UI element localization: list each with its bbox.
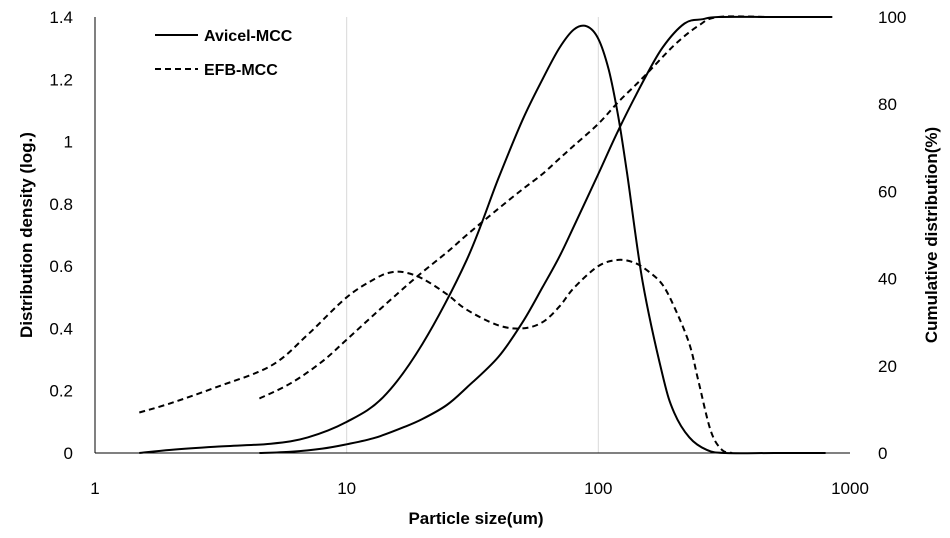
y-right-tick-label-4: 80 — [878, 95, 897, 114]
y-left-tick-label-2: 0.4 — [49, 319, 73, 338]
y-right-tick-label-2: 40 — [878, 270, 897, 289]
x-axis-title: Particle size(um) — [408, 509, 543, 528]
legend-label-efb: EFB-MCC — [204, 62, 278, 79]
series-lines — [139, 15, 833, 455]
y-right-tick-label-3: 60 — [878, 182, 897, 201]
series-line-efb-density — [139, 258, 733, 454]
y-left-tick-label-0: 0 — [64, 444, 73, 463]
legend: Avicel-MCC EFB-MCC — [155, 28, 293, 79]
y-left-tick-label-6: 1.2 — [49, 70, 73, 89]
y-left-tick-label-3: 0.6 — [49, 257, 73, 276]
grid-lines — [346, 17, 599, 453]
y-left-tick-label-4: 0.8 — [49, 195, 73, 214]
series-line-avicel-cumulative — [259, 15, 833, 454]
y-right-tick-label-1: 20 — [878, 357, 897, 376]
axes — [94, 17, 850, 454]
y-left-tick-label-5: 1 — [64, 133, 73, 152]
x-tick-label-3: 1000 — [831, 479, 869, 498]
y-right-tick-label-5: 100 — [878, 8, 906, 27]
x-tick-label-2: 100 — [584, 479, 612, 498]
y-right-tick-label-0: 0 — [878, 444, 887, 463]
legend-label-avicel: Avicel-MCC — [204, 28, 293, 45]
y-axis-right-title: Cumulative distribution(%) — [922, 127, 941, 343]
tick-labels: 1 10 100 1000 0 0.2 0.4 0.6 0.8 1 1.2 1.4 0 20 40 60 80 1… — [49, 8, 906, 498]
series-line-avicel-density — [139, 24, 826, 455]
y-left-tick-label-1: 0.2 — [49, 382, 73, 401]
y-left-tick-label-7: 1.4 — [49, 8, 73, 27]
x-tick-label-0: 1 — [90, 479, 99, 498]
x-tick-label-1: 10 — [337, 479, 356, 498]
y-axis-left-title: Distribution density (log.) — [17, 132, 36, 338]
series-line-efb-cumulative — [258, 15, 833, 400]
